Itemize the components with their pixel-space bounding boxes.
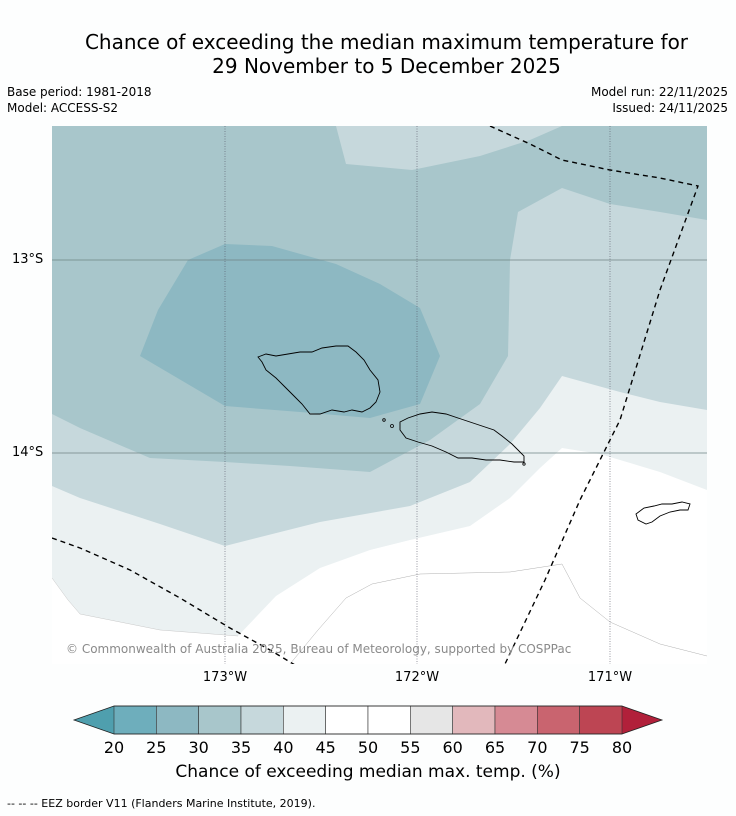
model-run: Model run: 22/11/2025 [590,85,728,99]
base-period: Base period: 1981-2018 [7,85,152,99]
colorbar-segment [537,705,580,735]
colorbar-tick-label: 80 [611,738,633,757]
colorbar-segment [452,705,496,735]
lat-label-13s: 13°S [12,252,44,267]
lon-label-171w: 171°W [587,670,633,685]
colorbar-segment [283,705,326,735]
colorbar-tick-label: 55 [400,738,421,757]
colorbar [72,705,664,735]
lon-label-173w: 173°W [202,670,248,685]
colorbar-segment [494,705,538,735]
lon-label-172w: 172°W [394,670,440,685]
upolu-island [399,411,525,463]
colorbar-segment [198,705,242,735]
colorbar-segment [156,705,199,735]
contour-55 [289,563,707,664]
eez-footnote: -- -- -- EEZ border V11 (Flanders Marine… [7,797,316,810]
band-45-55 [52,448,707,664]
nuutele-islet [522,462,526,466]
eez-border-south [52,537,295,664]
colorbar-segment [367,705,411,735]
tutuila-island [635,501,691,525]
savaii-island [257,345,381,415]
band-25-30 [140,244,440,418]
issued-date: Issued: 24/11/2025 [612,101,728,115]
lat-label-14s: 14°S [12,445,44,460]
probability-field [52,126,707,664]
colorbar-tick-label: 70 [527,738,548,757]
colorbar-high-arrow [622,706,662,734]
apolima-islet [390,424,394,428]
colorbar-tick-label: 50 [357,738,379,757]
copyright-notice: © Commonwealth of Australia 2025, Bureau… [66,642,572,656]
colorbar-tick-label: 25 [146,738,167,757]
colorbar-tick-label: 75 [569,738,590,757]
colorbar-segment [579,705,623,735]
manono-islet [382,418,386,422]
meta-right: Model run: 22/11/2025 Issued: 24/11/2025 [591,84,728,116]
colorbar-tick-label: 20 [103,738,125,757]
colorbar-segment [410,705,453,735]
colorbar-title: Chance of exceeding median max. temp. (%… [175,762,561,782]
colorbar-segment [113,705,157,735]
colorbar-tick-label: 35 [230,738,252,757]
model-name: Model: ACCESS-S2 [7,101,119,115]
meta-left: Base period: 1981-2018 Model: ACCESS-S2 [7,84,152,116]
contour-45 [52,577,239,637]
colorbar-outline [72,705,664,735]
colorbar-low-arrow [74,706,114,734]
colorbar-tick-label: 65 [484,738,506,757]
colorbar-tick-label: 40 [273,738,294,757]
title-line-1: Chance of exceeding the median maximum t… [84,30,689,54]
colorbar-segment [325,705,369,735]
colorbar-segment [240,705,284,735]
colorbar-tick-label: 45 [315,738,336,757]
eez-border-east [489,126,699,664]
title-line-2: 29 November to 5 December 2025 [212,54,561,78]
colorbar-tick-label: 30 [188,738,209,757]
colorbar-tick-label: 60 [442,738,463,757]
map-title: Chance of exceeding the median maximum t… [0,30,736,78]
band-35-40-north [336,126,562,170]
